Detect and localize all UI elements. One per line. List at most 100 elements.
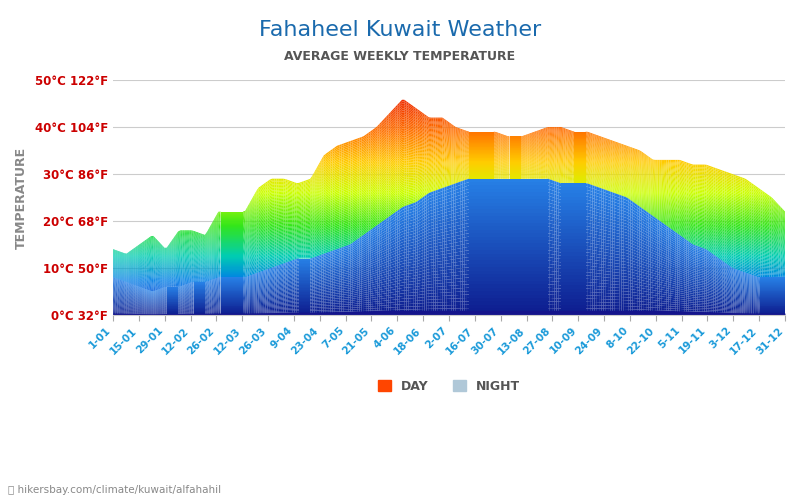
Polygon shape xyxy=(454,180,456,181)
Polygon shape xyxy=(675,161,678,162)
Polygon shape xyxy=(134,250,135,252)
Polygon shape xyxy=(581,246,583,249)
Polygon shape xyxy=(118,274,120,276)
Polygon shape xyxy=(678,174,680,175)
Polygon shape xyxy=(610,154,613,156)
Polygon shape xyxy=(323,260,326,262)
Polygon shape xyxy=(120,272,122,273)
Polygon shape xyxy=(581,134,583,135)
Polygon shape xyxy=(370,287,373,290)
Polygon shape xyxy=(122,258,124,260)
Polygon shape xyxy=(558,130,561,132)
Polygon shape xyxy=(557,232,558,235)
Polygon shape xyxy=(754,302,756,304)
Polygon shape xyxy=(368,216,370,220)
Polygon shape xyxy=(201,250,202,252)
Polygon shape xyxy=(375,292,378,295)
Polygon shape xyxy=(465,159,467,160)
Polygon shape xyxy=(725,247,726,250)
Polygon shape xyxy=(312,292,314,294)
Polygon shape xyxy=(633,286,635,290)
Polygon shape xyxy=(113,295,115,296)
Polygon shape xyxy=(702,174,704,176)
Polygon shape xyxy=(131,262,134,264)
Polygon shape xyxy=(624,184,626,186)
Polygon shape xyxy=(642,299,644,302)
Polygon shape xyxy=(619,154,622,156)
Polygon shape xyxy=(751,222,754,226)
Polygon shape xyxy=(384,161,386,164)
Polygon shape xyxy=(633,192,635,195)
Polygon shape xyxy=(216,258,218,260)
Polygon shape xyxy=(574,178,577,179)
Polygon shape xyxy=(566,223,568,226)
Polygon shape xyxy=(378,258,379,261)
Polygon shape xyxy=(446,182,449,184)
Polygon shape xyxy=(431,306,434,309)
Polygon shape xyxy=(160,272,162,273)
Polygon shape xyxy=(142,280,145,281)
Polygon shape xyxy=(375,170,378,174)
Polygon shape xyxy=(135,284,138,285)
Polygon shape xyxy=(191,250,194,252)
Polygon shape xyxy=(384,288,386,292)
Polygon shape xyxy=(247,292,250,294)
Polygon shape xyxy=(552,298,554,302)
Polygon shape xyxy=(720,288,722,290)
Polygon shape xyxy=(334,162,337,164)
Polygon shape xyxy=(725,265,726,268)
Polygon shape xyxy=(482,199,485,202)
Polygon shape xyxy=(516,154,518,156)
Polygon shape xyxy=(782,238,785,241)
Polygon shape xyxy=(462,149,465,150)
Polygon shape xyxy=(232,242,234,244)
Polygon shape xyxy=(485,240,487,244)
Polygon shape xyxy=(246,245,247,248)
Polygon shape xyxy=(626,176,628,178)
Polygon shape xyxy=(581,144,583,146)
Polygon shape xyxy=(279,226,281,228)
Polygon shape xyxy=(302,295,303,296)
Polygon shape xyxy=(404,298,406,302)
Polygon shape xyxy=(238,292,241,294)
Polygon shape xyxy=(167,284,169,285)
Polygon shape xyxy=(547,164,550,166)
Polygon shape xyxy=(346,270,348,272)
Polygon shape xyxy=(196,257,198,258)
Polygon shape xyxy=(165,294,167,295)
Polygon shape xyxy=(314,200,317,204)
Polygon shape xyxy=(442,280,445,283)
Polygon shape xyxy=(613,166,614,168)
Polygon shape xyxy=(413,198,415,200)
Polygon shape xyxy=(588,132,590,134)
Polygon shape xyxy=(465,135,467,136)
Polygon shape xyxy=(426,129,429,131)
Polygon shape xyxy=(238,238,241,239)
Polygon shape xyxy=(570,177,572,178)
Polygon shape xyxy=(590,138,592,140)
Polygon shape xyxy=(602,270,603,274)
Polygon shape xyxy=(146,311,149,312)
Polygon shape xyxy=(487,298,490,302)
Polygon shape xyxy=(726,204,729,207)
Polygon shape xyxy=(373,262,375,265)
Polygon shape xyxy=(689,308,691,310)
Polygon shape xyxy=(518,138,521,139)
Polygon shape xyxy=(608,175,610,177)
Polygon shape xyxy=(778,290,781,292)
Polygon shape xyxy=(445,202,446,206)
Polygon shape xyxy=(608,234,610,238)
Polygon shape xyxy=(538,159,541,160)
Polygon shape xyxy=(664,244,666,248)
Polygon shape xyxy=(402,228,404,232)
Polygon shape xyxy=(400,177,402,180)
Polygon shape xyxy=(514,171,516,172)
Polygon shape xyxy=(225,306,227,308)
Polygon shape xyxy=(691,272,693,274)
Polygon shape xyxy=(346,272,348,274)
Polygon shape xyxy=(762,247,765,249)
Polygon shape xyxy=(234,218,236,219)
Polygon shape xyxy=(462,151,465,152)
Polygon shape xyxy=(344,238,346,240)
Polygon shape xyxy=(514,158,516,159)
